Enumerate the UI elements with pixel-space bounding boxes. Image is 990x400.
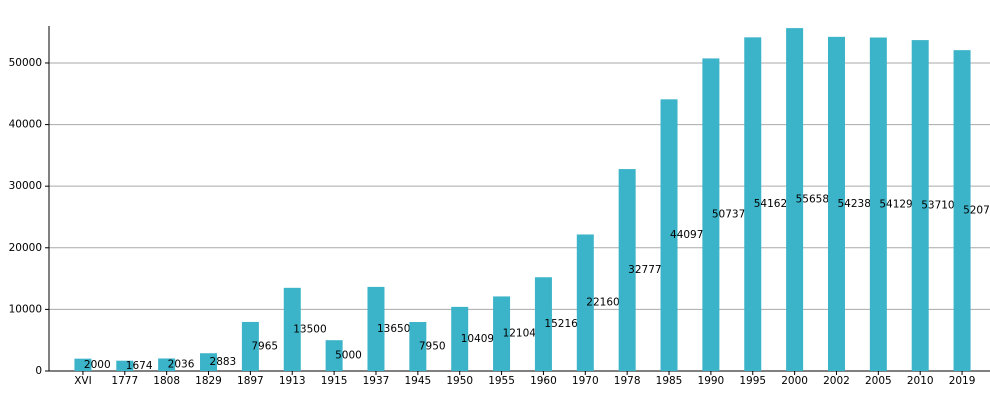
bar bbox=[74, 358, 92, 371]
y-tick-label: 0 bbox=[35, 365, 42, 377]
bar bbox=[283, 287, 301, 371]
value-label: 2036 bbox=[168, 359, 195, 371]
value-label: 12104 bbox=[503, 328, 537, 340]
x-tick-label: 1950 bbox=[446, 375, 473, 387]
x-tick-label: 1915 bbox=[321, 375, 348, 387]
bar bbox=[576, 234, 594, 371]
bar bbox=[953, 50, 971, 372]
x-tick-label: 1960 bbox=[530, 375, 557, 387]
bar bbox=[158, 358, 176, 371]
x-tick-label: 1985 bbox=[656, 375, 683, 387]
bar bbox=[409, 322, 427, 371]
y-tick-label: 50000 bbox=[9, 57, 42, 69]
x-tick-label: 1990 bbox=[698, 375, 725, 387]
value-label: 2883 bbox=[210, 356, 237, 368]
y-tick-label: 10000 bbox=[9, 303, 42, 315]
bar bbox=[200, 353, 218, 371]
bar bbox=[493, 296, 511, 371]
x-tick-label: 1955 bbox=[488, 375, 515, 387]
value-label: 53710 bbox=[921, 200, 954, 212]
value-label: 54162 bbox=[754, 198, 787, 210]
x-tick-label: 1995 bbox=[739, 375, 766, 387]
x-tick-label: 1829 bbox=[195, 375, 222, 387]
bar bbox=[618, 169, 636, 371]
x-tick-label: 1808 bbox=[153, 375, 180, 387]
x-tick-label: 1945 bbox=[404, 375, 431, 387]
bar bbox=[702, 58, 720, 372]
value-label: 50737 bbox=[712, 209, 745, 221]
value-label: 7950 bbox=[419, 341, 446, 353]
value-label: 54238 bbox=[837, 198, 870, 210]
value-label: 52079 bbox=[963, 205, 990, 217]
value-label: 15216 bbox=[544, 318, 578, 330]
value-label: 13650 bbox=[377, 323, 410, 335]
value-label: 22160 bbox=[586, 297, 619, 309]
bar bbox=[660, 99, 678, 371]
x-tick-label: 2010 bbox=[907, 375, 934, 387]
bar bbox=[367, 286, 385, 371]
bar bbox=[116, 360, 134, 371]
value-label: 7965 bbox=[251, 340, 278, 352]
bar bbox=[911, 40, 929, 372]
bar bbox=[451, 306, 469, 371]
x-tick-label: 2019 bbox=[949, 375, 976, 387]
bar bbox=[869, 37, 887, 371]
bar bbox=[827, 36, 845, 372]
x-tick-label: 1970 bbox=[572, 375, 599, 387]
x-tick-label: 1978 bbox=[614, 375, 641, 387]
x-tick-label: 1777 bbox=[111, 375, 138, 387]
value-label: 32777 bbox=[628, 264, 661, 276]
x-tick-label: 2005 bbox=[865, 375, 892, 387]
value-label: 44097 bbox=[670, 229, 703, 241]
value-label: 5000 bbox=[335, 350, 362, 362]
value-label: 54129 bbox=[879, 198, 912, 210]
bar bbox=[325, 340, 343, 371]
bar bbox=[534, 277, 552, 371]
x-tick-label: XVI bbox=[74, 375, 91, 387]
x-tick-label: 2002 bbox=[823, 375, 850, 387]
x-tick-label: 1897 bbox=[237, 375, 264, 387]
value-label: 13500 bbox=[293, 323, 326, 335]
value-label: 2000 bbox=[84, 359, 111, 371]
y-tick-label: 40000 bbox=[9, 119, 42, 131]
value-label: 55658 bbox=[796, 194, 829, 206]
y-tick-label: 30000 bbox=[9, 180, 42, 192]
value-label: 10409 bbox=[461, 333, 494, 345]
value-label: 1674 bbox=[126, 360, 153, 372]
bar bbox=[241, 321, 259, 371]
x-tick-label: 1913 bbox=[279, 375, 306, 387]
y-tick-label: 20000 bbox=[9, 242, 42, 254]
bar bbox=[744, 37, 762, 371]
x-tick-label: 2000 bbox=[781, 375, 808, 387]
bar bbox=[786, 28, 804, 371]
x-tick-label: 1937 bbox=[363, 375, 390, 387]
